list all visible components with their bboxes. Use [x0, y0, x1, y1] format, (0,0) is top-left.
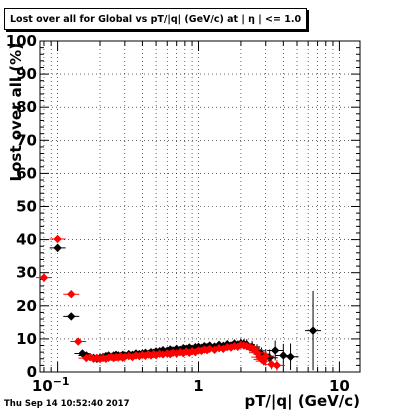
- x-tick-label: 10−1: [32, 375, 70, 395]
- data-point: [286, 352, 295, 361]
- data-point: [67, 312, 76, 321]
- y-tick-label: 0: [27, 363, 37, 381]
- data-point: [308, 326, 318, 335]
- series-1: [35, 234, 285, 371]
- data-point: [272, 361, 282, 370]
- data-point: [67, 290, 76, 299]
- y-tick-label: 30: [16, 264, 37, 282]
- label-layer: 0 10 20 30 40 50 60 70 80 90 100 10−1 1 10: [6, 32, 350, 395]
- y-tick-label: 50: [16, 198, 37, 216]
- data-point: [128, 352, 137, 362]
- data-point: [53, 234, 62, 244]
- x-tick-label: 1: [193, 377, 203, 395]
- grid-layer: [40, 41, 360, 372]
- data-point: [210, 345, 219, 355]
- data-point: [73, 337, 83, 346]
- y-tick-label: 80: [16, 98, 37, 116]
- y-tick-label: 100: [6, 32, 37, 50]
- y-tick-label: 90: [16, 65, 37, 83]
- y-tick-label: 60: [16, 164, 37, 182]
- data-point: [261, 351, 270, 361]
- y-tick-label: 20: [16, 297, 37, 315]
- y-tick-label: 10: [16, 330, 37, 348]
- data-layer: [35, 234, 322, 371]
- data-point: [279, 351, 288, 360]
- chart-title: Lost over all for Global vs pT/|q| (GeV/…: [4, 8, 308, 30]
- x-tick-label: 10: [329, 377, 350, 395]
- y-axis-title: Lost over all (%): [7, 43, 25, 181]
- y-tick-label: 40: [16, 231, 37, 249]
- tick-layer: [40, 40, 360, 373]
- y-tick-label: 70: [16, 131, 37, 149]
- data-point: [270, 346, 280, 355]
- data-point: [226, 343, 236, 352]
- data-point: [53, 243, 62, 253]
- x-axis-title: pT/|q| (GeV/c): [244, 392, 360, 411]
- x-tick-exponent: −1: [53, 375, 70, 388]
- timestamp-footer: Thu Sep 14 10:52:40 2017: [4, 399, 130, 409]
- data-point: [39, 273, 49, 282]
- data-point: [267, 360, 276, 369]
